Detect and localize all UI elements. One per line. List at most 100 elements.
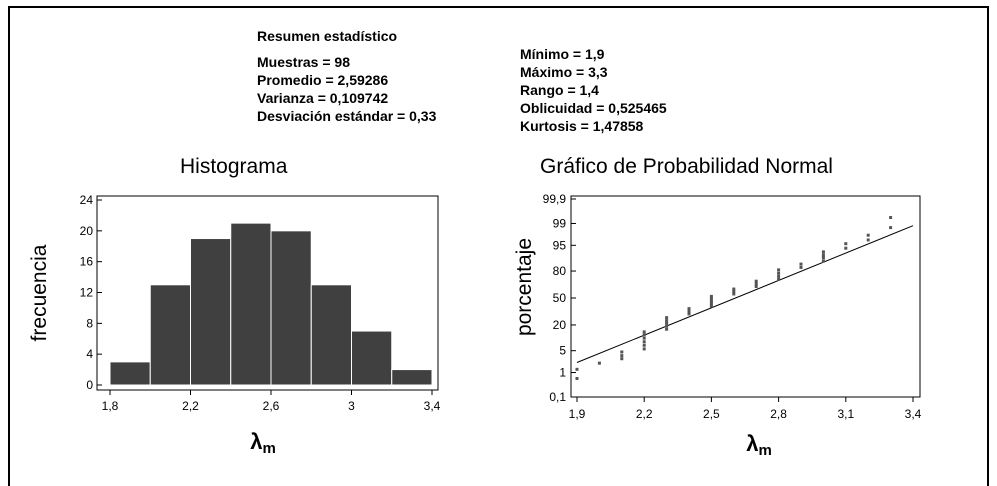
probability-y-tick-label: 0,1 xyxy=(549,390,566,404)
summary-right-line: Kurtosis = 1,47858 xyxy=(520,118,644,134)
probability-data-point xyxy=(754,279,758,283)
histogram-x-tick-label: 1,8 xyxy=(102,399,119,413)
probability-data-point xyxy=(844,242,848,246)
probability-data-point xyxy=(754,282,758,286)
histogram-bar xyxy=(310,284,352,386)
probability-data-point xyxy=(597,361,601,365)
probability-data-point xyxy=(821,259,825,263)
probability-data-point xyxy=(821,250,825,254)
summary-heading: Resumen estadístico xyxy=(257,28,398,44)
probability-data-point xyxy=(777,271,781,275)
histogram-bar xyxy=(149,284,191,386)
probability-x-tick-label: 1,9 xyxy=(569,407,586,421)
summary-left-line: Desviación estándar = 0,33 xyxy=(257,108,437,124)
probability-data-point xyxy=(665,324,669,328)
probability-data-point xyxy=(754,285,758,289)
probability-x-tick-label: 3,1 xyxy=(837,407,854,421)
probability-x-tick-label: 2,8 xyxy=(770,407,787,421)
probability-data-point xyxy=(642,343,646,347)
probability-data-point xyxy=(575,376,579,380)
histogram-bar xyxy=(109,361,151,386)
probability-data-point xyxy=(799,265,803,269)
summary-left-line: Promedio = 2,59286 xyxy=(257,72,389,88)
probability-data-point xyxy=(665,319,669,323)
probability-data-point xyxy=(709,304,713,308)
histogram-y-tick-label: 4 xyxy=(86,347,93,361)
histogram-bar xyxy=(190,238,232,386)
probability-fit-line xyxy=(576,225,914,363)
probability-y-tick-label: 80 xyxy=(553,264,567,278)
histogram-bar xyxy=(270,230,312,386)
probability-data-point xyxy=(777,274,781,278)
probability-data-point xyxy=(709,299,713,303)
probability-data-point xyxy=(687,309,691,313)
probability-y-tick-label: 99,9 xyxy=(543,192,567,206)
histogram-y-tick-label: 16 xyxy=(80,255,94,269)
probability-data-point xyxy=(665,321,669,325)
probability-data-point xyxy=(821,256,825,260)
probability-x-tick-label: 3,4 xyxy=(905,407,922,421)
histogram-x-tick-label: 2,2 xyxy=(182,399,199,413)
probability-plot-title: Gráfico de Probabilidad Normal xyxy=(540,155,833,178)
probability-data-point xyxy=(709,302,713,306)
probability-data-point xyxy=(620,350,624,354)
probability-data-point xyxy=(844,246,848,250)
probability-data-point xyxy=(732,292,736,296)
probability-data-point xyxy=(889,216,893,220)
histogram-y-tick-label: 24 xyxy=(80,193,94,207)
probability-data-point xyxy=(642,333,646,337)
histogram-x-tick-label: 3 xyxy=(348,399,355,413)
probability-data-point xyxy=(665,316,669,320)
probability-x-tick-label: 2,2 xyxy=(636,407,653,421)
probability-data-point xyxy=(687,307,691,311)
probability-data-point xyxy=(665,327,669,331)
histogram-x-tick-label: 3,4 xyxy=(424,399,441,413)
histogram-bar xyxy=(351,330,393,386)
summary-right-line: Rango = 1,4 xyxy=(520,82,599,98)
probability-data-point xyxy=(821,253,825,257)
probability-data-point xyxy=(866,238,870,242)
probability-data-point xyxy=(709,294,713,298)
probability-data-point xyxy=(777,277,781,281)
histogram-y-tick-label: 12 xyxy=(80,286,94,300)
probability-data-point xyxy=(642,347,646,351)
histogram-title: Histograma xyxy=(180,155,288,178)
probability-y-tick-label: 20 xyxy=(553,318,567,332)
probability-data-point xyxy=(620,354,624,358)
probability-y-tick-label: 99 xyxy=(553,216,567,230)
probability-y-tick-label: 95 xyxy=(553,238,567,252)
probability-y-tick-label: 50 xyxy=(553,291,567,305)
summary-right-line: Máximo = 3,3 xyxy=(520,64,608,80)
histogram-x-tick-label: 2,6 xyxy=(263,399,280,413)
probability-data-point xyxy=(777,268,781,272)
histogram-y-tick-label: 8 xyxy=(86,316,93,330)
probability-data-point xyxy=(866,233,870,237)
summary-left-line: Muestras = 98 xyxy=(257,54,350,70)
probability-plot-area xyxy=(570,195,921,398)
histogram-y-tick-label: 20 xyxy=(80,224,94,238)
probability-x-axis-label: λm xyxy=(746,431,772,459)
figure-frame xyxy=(8,6,989,486)
histogram-y-axis-label: frecuencia xyxy=(28,244,51,341)
histogram-bar xyxy=(391,369,433,386)
probability-y-tick-label: 5 xyxy=(559,344,566,358)
probability-data-point xyxy=(732,287,736,291)
histogram-x-axis-label: λm xyxy=(250,429,276,457)
probability-data-point xyxy=(642,340,646,344)
probability-x-tick-label: 2,5 xyxy=(703,407,720,421)
probability-data-point xyxy=(799,262,803,266)
histogram-bar xyxy=(230,222,272,386)
probability-y-tick-label: 1 xyxy=(559,366,566,380)
probability-data-point xyxy=(709,297,713,301)
probability-data-point xyxy=(687,312,691,316)
summary-left-line: Varianza = 0,109742 xyxy=(257,90,389,106)
summary-right-line: Oblicuidad = 0,525465 xyxy=(520,100,667,116)
probability-data-point xyxy=(732,290,736,294)
probability-data-point xyxy=(575,367,579,371)
probability-data-point xyxy=(889,226,893,230)
probability-data-point xyxy=(620,357,624,361)
summary-right-line: Mínimo = 1,9 xyxy=(520,46,605,62)
probability-y-axis-label: porcentaje xyxy=(513,238,536,336)
probability-data-point xyxy=(642,336,646,340)
